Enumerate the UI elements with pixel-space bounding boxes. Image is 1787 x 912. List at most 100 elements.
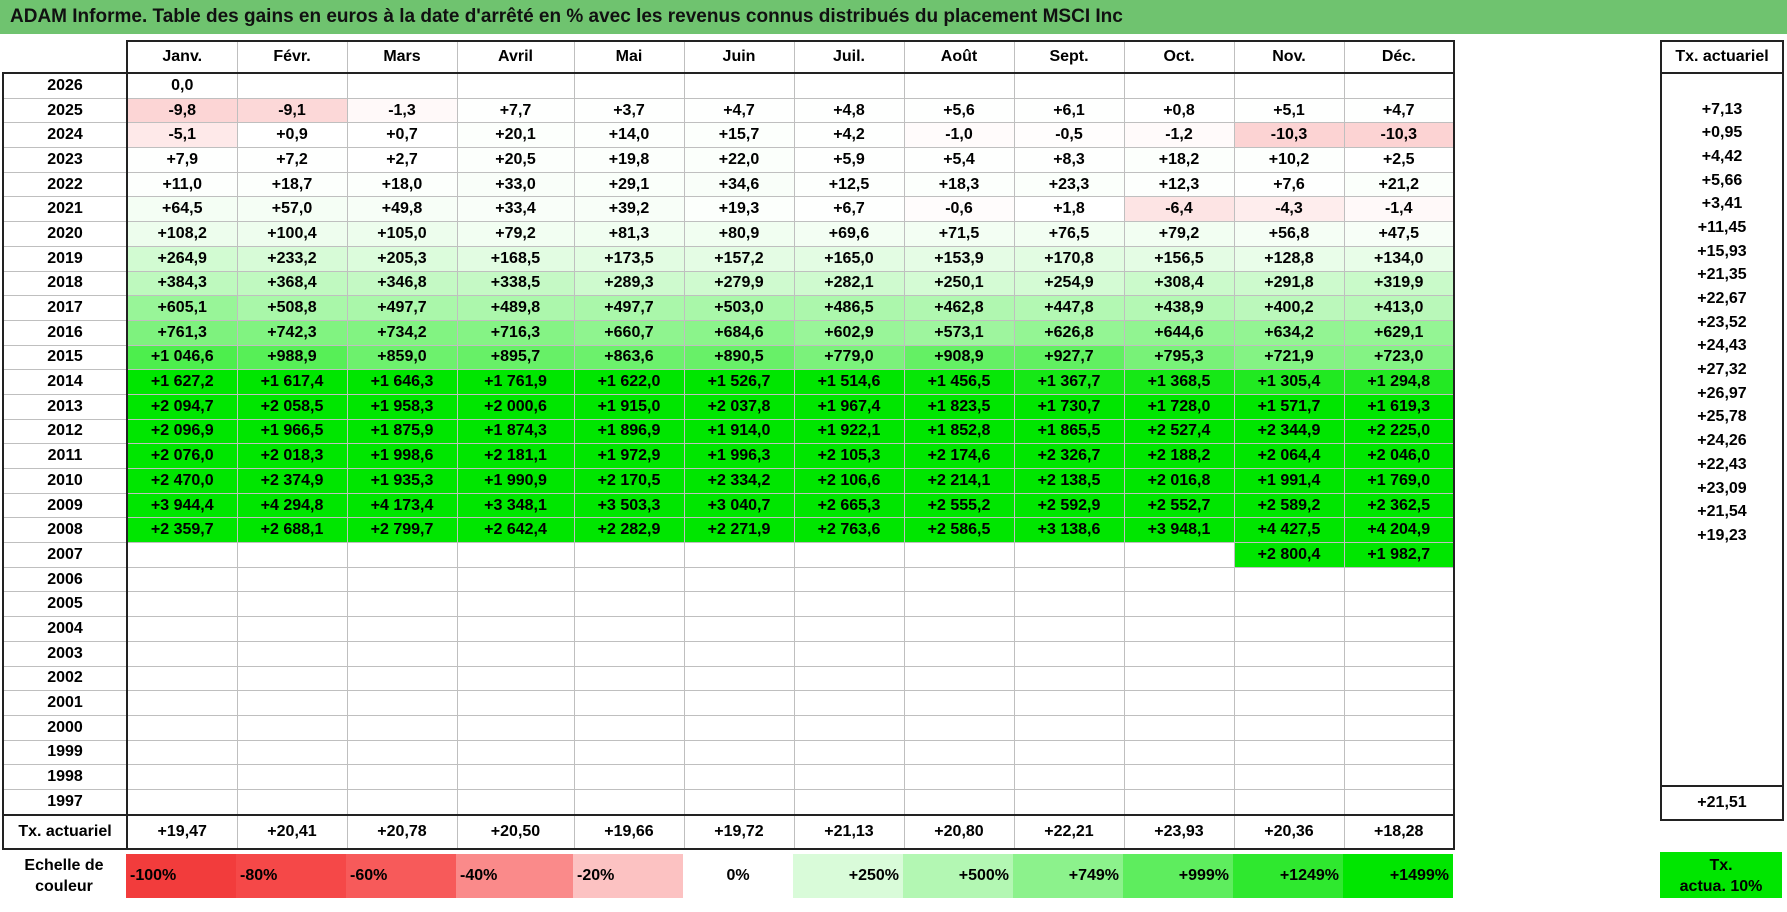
value-cell[interactable]: [1233, 72, 1345, 99]
value-cell[interactable]: +69,6: [793, 221, 905, 247]
value-cell[interactable]: -1,4: [1343, 196, 1455, 223]
value-cell[interactable]: [1343, 591, 1455, 618]
value-cell[interactable]: +8,3: [1013, 147, 1125, 173]
value-cell[interactable]: [573, 542, 685, 568]
value-cell[interactable]: [793, 739, 905, 766]
value-cell[interactable]: +5,1: [1233, 97, 1345, 124]
value-cell[interactable]: [683, 640, 795, 667]
value-cell[interactable]: +319,9: [1343, 270, 1455, 297]
value-cell[interactable]: +0,9: [236, 122, 348, 149]
value-cell[interactable]: [1123, 591, 1235, 618]
value-cell[interactable]: [1233, 739, 1345, 766]
value-cell[interactable]: +21,2: [1343, 171, 1455, 198]
value-cell[interactable]: +2 374,9: [236, 468, 348, 494]
value-cell[interactable]: +2 076,0: [126, 443, 238, 469]
value-cell[interactable]: [903, 665, 1015, 692]
value-cell[interactable]: +14,0: [573, 122, 685, 149]
value-cell[interactable]: [573, 616, 685, 642]
value-cell[interactable]: [346, 665, 458, 692]
value-cell[interactable]: [903, 616, 1015, 642]
value-cell[interactable]: [683, 72, 795, 99]
value-cell[interactable]: +2 016,8: [1123, 468, 1235, 494]
value-cell[interactable]: +413,0: [1343, 295, 1455, 321]
value-cell[interactable]: +19,8: [573, 147, 685, 173]
value-cell[interactable]: +254,9: [1013, 270, 1125, 297]
value-cell[interactable]: +20,1: [456, 122, 575, 149]
value-cell[interactable]: +12,5: [793, 171, 905, 198]
value-cell[interactable]: +23,3: [1013, 171, 1125, 198]
value-cell[interactable]: +11,0: [126, 171, 238, 198]
value-cell[interactable]: +7,6: [1233, 171, 1345, 198]
value-cell[interactable]: [1013, 566, 1125, 593]
value-cell[interactable]: +626,8: [1013, 319, 1125, 346]
value-cell[interactable]: -0,6: [903, 196, 1015, 223]
value-cell[interactable]: +2 334,2: [683, 468, 795, 494]
value-cell[interactable]: +5,4: [903, 147, 1015, 173]
value-cell[interactable]: [126, 665, 238, 692]
value-cell[interactable]: [1233, 690, 1345, 716]
value-cell[interactable]: [573, 739, 685, 766]
value-cell[interactable]: +79,2: [456, 221, 575, 247]
value-cell[interactable]: +173,5: [573, 245, 685, 272]
value-cell[interactable]: +721,9: [1233, 344, 1345, 371]
value-cell[interactable]: +0,7: [346, 122, 458, 149]
value-cell[interactable]: [1343, 566, 1455, 593]
value-cell[interactable]: [1233, 764, 1345, 790]
value-cell[interactable]: [456, 542, 575, 568]
value-cell[interactable]: -10,3: [1233, 122, 1345, 149]
value-cell[interactable]: [346, 566, 458, 593]
value-cell[interactable]: +291,8: [1233, 270, 1345, 297]
value-cell[interactable]: [683, 616, 795, 642]
value-cell[interactable]: [236, 542, 348, 568]
value-cell[interactable]: [1013, 665, 1125, 692]
value-cell[interactable]: +6,7: [793, 196, 905, 223]
value-cell[interactable]: +18,3: [903, 171, 1015, 198]
value-cell[interactable]: [683, 714, 795, 741]
value-cell[interactable]: [1233, 616, 1345, 642]
value-cell[interactable]: +279,9: [683, 270, 795, 297]
value-cell[interactable]: +1 874,3: [456, 418, 575, 445]
value-cell[interactable]: +2 170,5: [573, 468, 685, 494]
value-cell[interactable]: [1013, 591, 1125, 618]
value-cell[interactable]: +168,5: [456, 245, 575, 272]
value-cell[interactable]: -1,2: [1123, 122, 1235, 149]
value-cell[interactable]: [126, 591, 238, 618]
value-cell[interactable]: +80,9: [683, 221, 795, 247]
value-cell[interactable]: +503,0: [683, 295, 795, 321]
value-cell[interactable]: -0,5: [1013, 122, 1125, 149]
value-cell[interactable]: +634,2: [1233, 319, 1345, 346]
value-cell[interactable]: +486,5: [793, 295, 905, 321]
value-cell[interactable]: +4,8: [793, 97, 905, 124]
value-cell[interactable]: +108,2: [126, 221, 238, 247]
value-cell[interactable]: +660,7: [573, 319, 685, 346]
value-cell[interactable]: +2,5: [1343, 147, 1455, 173]
value-cell[interactable]: +489,8: [456, 295, 575, 321]
value-cell[interactable]: [793, 542, 905, 568]
value-cell[interactable]: [1013, 616, 1125, 642]
value-cell[interactable]: +4 173,4: [346, 492, 458, 519]
value-cell[interactable]: +156,5: [1123, 245, 1235, 272]
value-cell[interactable]: +1 627,2: [126, 369, 238, 395]
value-cell[interactable]: +47,5: [1343, 221, 1455, 247]
value-cell[interactable]: [1343, 714, 1455, 741]
value-cell[interactable]: +7,7: [456, 97, 575, 124]
value-cell[interactable]: +1 514,6: [793, 369, 905, 395]
value-cell[interactable]: +462,8: [903, 295, 1015, 321]
value-cell[interactable]: [456, 739, 575, 766]
value-cell[interactable]: [1013, 640, 1125, 667]
value-cell[interactable]: +1 915,0: [573, 393, 685, 420]
value-cell[interactable]: +497,7: [346, 295, 458, 321]
value-cell[interactable]: +2 105,3: [793, 443, 905, 469]
value-cell[interactable]: +2 046,0: [1343, 443, 1455, 469]
value-cell[interactable]: +5,9: [793, 147, 905, 173]
value-cell[interactable]: [1343, 690, 1455, 716]
value-cell[interactable]: [1123, 566, 1235, 593]
value-cell[interactable]: [683, 739, 795, 766]
value-cell[interactable]: +368,4: [236, 270, 348, 297]
value-cell[interactable]: +105,0: [346, 221, 458, 247]
value-cell[interactable]: +34,6: [683, 171, 795, 198]
value-cell[interactable]: [236, 72, 348, 99]
value-cell[interactable]: [1233, 788, 1345, 816]
value-cell[interactable]: [903, 764, 1015, 790]
value-cell[interactable]: +2 225,0: [1343, 418, 1455, 445]
